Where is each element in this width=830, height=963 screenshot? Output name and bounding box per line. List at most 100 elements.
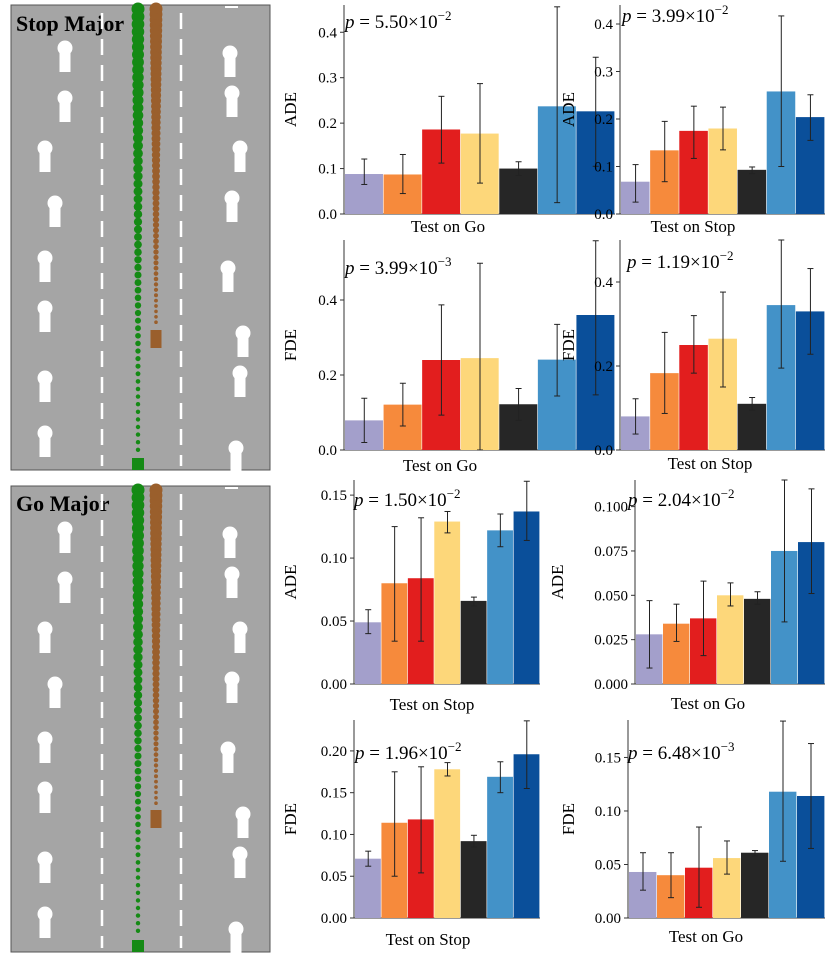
green-trajectory xyxy=(131,2,145,452)
error-bar-4 xyxy=(444,510,451,534)
y-tick-label: 0.0 xyxy=(318,443,337,459)
green-vehicle xyxy=(132,940,144,952)
scene-go-major: Go Major xyxy=(10,483,271,953)
y-axis-label: FDE xyxy=(281,803,300,835)
error-bar-6 xyxy=(780,720,786,862)
y-tick-label: 0.0 xyxy=(318,207,337,223)
y-tick-label: 0.3 xyxy=(318,71,337,87)
pedestrian-icon xyxy=(220,741,236,773)
y-tick-label: 0.00 xyxy=(321,677,347,693)
brown-trajectory xyxy=(149,2,163,325)
error-bar-2 xyxy=(673,603,680,642)
error-bar-7 xyxy=(807,94,814,141)
error-bar-2 xyxy=(661,331,668,414)
y-tick-label: 0.05 xyxy=(321,614,347,630)
x-axis-label: Test on Stop xyxy=(386,930,471,949)
chart-panel-go-ade-go: 0.000 0.025 0.050 0.075 0.100 Test on Go ADE p … xyxy=(548,479,825,713)
error-bar-6 xyxy=(781,479,788,623)
pedestrian-icon xyxy=(232,621,248,653)
pedestrian-icon xyxy=(232,140,248,172)
error-bar-7 xyxy=(807,268,814,355)
pedestrian-icon xyxy=(222,45,238,77)
pedestrian-icon xyxy=(57,90,73,122)
error-bar-6 xyxy=(778,239,785,369)
p-value-annotation: p = 2.04×10−2 xyxy=(626,486,735,511)
error-bar-3 xyxy=(690,315,697,374)
y-tick-label: 0.05 xyxy=(321,869,347,885)
p-value-annotation: p = 1.96×10−2 xyxy=(353,739,462,764)
error-bar-4 xyxy=(477,83,483,184)
pedestrian-icon xyxy=(57,521,73,553)
pedestrian-icon xyxy=(235,325,251,357)
error-bar-7 xyxy=(808,743,814,849)
error-bar-5 xyxy=(752,850,758,857)
error-bar-3 xyxy=(696,826,702,908)
y-tick-label: 0.15 xyxy=(595,750,621,766)
error-bar-1 xyxy=(361,397,368,443)
pedestrian-icon xyxy=(228,440,244,472)
pedestrian-icon xyxy=(37,250,53,282)
chart-panel-go-fde-go: 0.00 0.05 0.10 0.15 Test on Go FDE p = 6.48×10… xyxy=(559,720,825,946)
y-tick-label: 0.3 xyxy=(594,65,613,81)
y-tick-label: 0.20 xyxy=(321,744,347,760)
y-tick-label: 0.4 xyxy=(318,25,337,41)
y-axis-label: ADE xyxy=(548,565,567,600)
pedestrian-icon xyxy=(228,921,244,953)
x-axis-label: Test on Stop xyxy=(668,454,753,473)
bar-5 xyxy=(460,841,487,918)
error-bar-2 xyxy=(399,153,406,195)
scene-title-stop-major: Stop Major xyxy=(16,11,124,36)
pedestrian-icon xyxy=(47,676,63,708)
error-bar-7 xyxy=(592,240,599,396)
y-axis-label: ADE xyxy=(559,92,578,127)
error-bar-1 xyxy=(361,158,368,185)
p-value-annotation: p = 5.50×10−2 xyxy=(343,8,452,33)
bar-5 xyxy=(737,169,767,214)
y-axis-label: FDE xyxy=(559,329,578,361)
brown-vehicle xyxy=(150,330,162,348)
chart-panel-go-ade-stop: 0.00 0.05 0.10 0.15 Test on Stop ADE p = 1.50×… xyxy=(281,480,540,714)
pedestrian-icon xyxy=(37,621,53,653)
bar-6 xyxy=(487,776,513,918)
error-bar-2 xyxy=(391,526,398,642)
error-bar-5 xyxy=(515,388,522,421)
bar-6 xyxy=(487,530,513,684)
error-bar-3 xyxy=(418,517,425,642)
pedestrian-icon xyxy=(224,671,240,703)
error-bar-4 xyxy=(724,840,730,875)
bar-5 xyxy=(744,598,771,684)
error-bar-5 xyxy=(515,161,522,176)
pedestrian-icon xyxy=(37,851,53,883)
y-tick-label: 0.100 xyxy=(594,500,628,516)
error-bar-6 xyxy=(554,323,561,397)
p-value-annotation: p = 1.19×10−2 xyxy=(625,248,734,273)
green-trajectory xyxy=(131,483,145,933)
scene-title-go-major: Go Major xyxy=(16,491,110,516)
pedestrian-icon xyxy=(57,40,73,72)
error-bar-7 xyxy=(523,720,530,790)
error-bar-6 xyxy=(497,513,504,548)
error-bar-5 xyxy=(470,834,477,848)
y-tick-label: 0.2 xyxy=(594,359,613,375)
bar-5 xyxy=(737,403,767,450)
error-bar-1 xyxy=(646,600,653,669)
y-axis-label: FDE xyxy=(559,803,578,835)
error-bar-7 xyxy=(592,56,599,167)
error-bar-7 xyxy=(523,480,530,541)
bar-5 xyxy=(460,600,487,684)
y-tick-label: 0.2 xyxy=(318,116,337,132)
pedestrian-icon xyxy=(47,195,63,227)
y-tick-label: 0.10 xyxy=(321,827,347,843)
pedestrian-icon xyxy=(235,806,251,838)
p-value-annotation: p = 1.50×10−2 xyxy=(352,486,461,511)
bar-1 xyxy=(355,858,381,918)
y-tick-label: 0.15 xyxy=(321,488,347,504)
p-value-annotation: p = 6.48×10−3 xyxy=(626,739,735,764)
error-bar-6 xyxy=(778,15,785,167)
pedestrian-icon xyxy=(57,571,73,603)
error-bar-4 xyxy=(720,291,726,388)
x-axis-label: Test on Go xyxy=(671,694,745,713)
y-tick-label: 0.075 xyxy=(594,544,628,560)
chart-panel-go-fde-stop: 0.00 0.05 0.10 0.15 0.20 Test on Stop FDE p = 1… xyxy=(281,720,540,949)
